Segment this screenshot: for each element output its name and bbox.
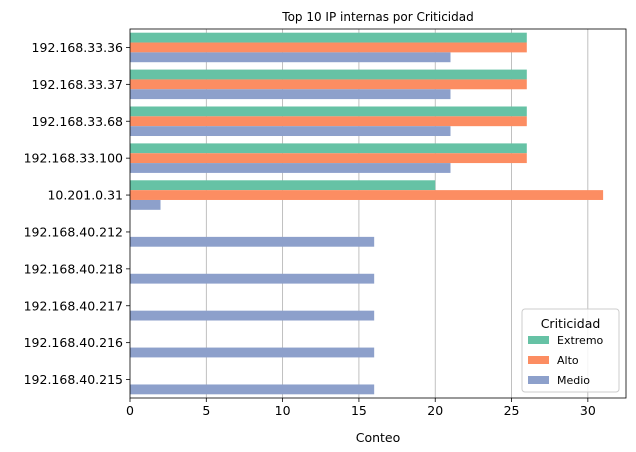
bar-medio-1: [130, 89, 451, 100]
legend-label-extremo: Extremo: [557, 334, 604, 347]
legend-swatch-extremo: [528, 336, 549, 344]
y-tick-label: 192.168.33.36: [32, 40, 123, 55]
x-tick-label: 5: [202, 403, 210, 418]
x-tick-label: 0: [126, 403, 134, 418]
bar-medio-8: [130, 347, 375, 358]
bar-alto-1: [130, 79, 527, 90]
x-tick-label: 30: [580, 403, 596, 418]
bar-extremo-3: [130, 143, 527, 154]
x-axis-label: Conteo: [356, 430, 401, 445]
y-tick-label: 192.168.40.218: [24, 261, 123, 276]
legend-box: [521, 308, 620, 393]
y-tick-label: 192.168.40.212: [24, 224, 123, 239]
x-tick-label: 20: [427, 403, 443, 418]
bar-medio-6: [130, 273, 375, 284]
bar-medio-3: [130, 163, 451, 173]
bars: [130, 32, 604, 395]
chart-title: Top 10 IP internas por Criticidad: [281, 10, 473, 24]
axes: 192.168.33.36 192.168.33.37 192.168.33.68 1…: [24, 28, 627, 418]
bar-alto-0: [130, 42, 527, 53]
bar-medio-5: [130, 236, 375, 247]
legend: Criticidad Extremo Alto Medio: [521, 308, 620, 393]
bar-alto-4: [130, 190, 604, 200]
bar-medio-0: [130, 52, 451, 63]
x-tick-label: 10: [275, 403, 291, 418]
legend-label-alto: Alto: [557, 354, 579, 367]
bar-extremo-1: [130, 69, 527, 80]
bar-extremo-2: [130, 106, 527, 117]
bar-medio-2: [130, 126, 451, 137]
legend-label-medio: Medio: [557, 374, 590, 387]
y-tick-label: 192.168.40.217: [24, 298, 123, 313]
y-tick-label: 192.168.33.37: [32, 77, 123, 92]
x-tick-label: 15: [351, 403, 367, 418]
legend-swatch-medio: [528, 376, 549, 384]
legend-title: Criticidad: [541, 316, 601, 331]
bar-alto-3: [130, 153, 527, 164]
bar-medio-4: [130, 199, 161, 210]
bar-alto-2: [130, 116, 527, 127]
x-tick-label: 25: [504, 403, 520, 418]
legend-swatch-alto: [528, 356, 549, 364]
bar-extremo-0: [130, 32, 527, 43]
y-tick-label: 10.201.0.31: [47, 188, 123, 203]
y-tick-label: 192.168.40.215: [24, 372, 123, 387]
bar-extremo-4: [130, 180, 436, 191]
y-tick-label: 192.168.33.68: [32, 114, 123, 129]
y-tick-label: 192.168.33.100: [24, 151, 123, 166]
y-tick-label: 192.168.40.216: [24, 335, 123, 350]
plot-frame: [129, 28, 627, 399]
bar-medio-9: [130, 384, 375, 395]
bar-medio-7: [130, 310, 375, 321]
